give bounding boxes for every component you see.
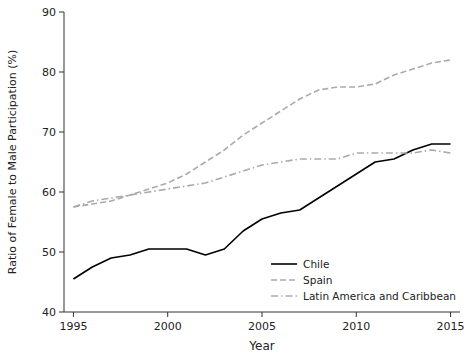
plot-area: [73, 60, 450, 279]
legend-label: Chile: [303, 258, 329, 270]
legend-label: Latin America and Caribbean: [303, 290, 456, 302]
x-tick: [356, 312, 357, 317]
legend-swatch: [271, 279, 297, 281]
chart: 1995 2000 2005 2010 2015 40 50 60 70 80 90 Year Rati…: [0, 0, 474, 358]
legend: Chile Spain Latin America and Caribbean: [271, 258, 456, 302]
y-axis-label: Ratio of Female to Male Participation (%…: [6, 50, 19, 274]
y-axis: [64, 12, 65, 312]
x-tick: [73, 312, 74, 317]
x-tick-label: 1995: [59, 320, 87, 333]
series-line: [73, 150, 450, 207]
y-tick: [59, 312, 64, 313]
x-tick-label: 2010: [342, 320, 370, 333]
legend-swatch: [271, 263, 297, 265]
x-axis-label: Year: [248, 339, 274, 353]
y-tick-label: 90: [42, 6, 56, 19]
series-line: [73, 60, 450, 207]
x-tick: [450, 312, 451, 317]
y-tick-label: 50: [42, 246, 56, 259]
y-tick: [59, 192, 64, 193]
legend-swatch: [271, 295, 297, 297]
x-tick-label: 2005: [248, 320, 276, 333]
legend-label: Spain: [303, 274, 332, 286]
y-tick-label: 80: [42, 66, 56, 79]
x-tick: [262, 312, 263, 317]
y-tick: [59, 12, 64, 13]
y-tick-label: 60: [42, 186, 56, 199]
y-tick: [59, 252, 64, 253]
series-line: [73, 144, 450, 279]
y-tick: [59, 72, 64, 73]
y-tick-label: 70: [42, 126, 56, 139]
x-tick-label: 2015: [437, 320, 465, 333]
x-tick: [167, 312, 168, 317]
y-tick: [59, 132, 64, 133]
x-tick-label: 2000: [154, 320, 182, 333]
y-tick-label: 40: [42, 306, 56, 319]
